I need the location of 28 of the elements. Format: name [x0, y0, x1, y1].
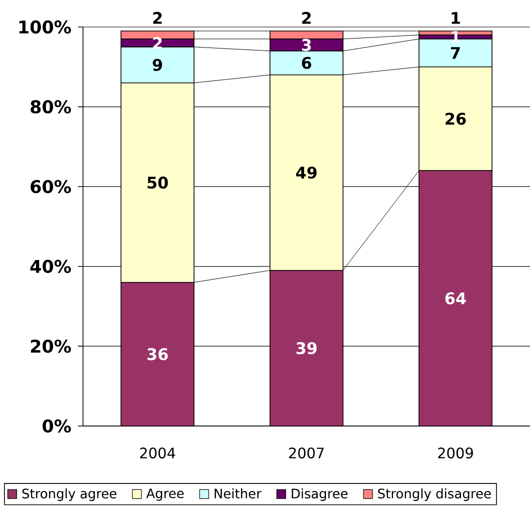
data-label: 9 [152, 58, 162, 71]
legend-label: Neither [214, 488, 262, 498]
data-label: 2 [153, 37, 162, 49]
data-label: 26 [446, 112, 466, 125]
data-label: 2 [302, 12, 311, 24]
data-label: 49 [296, 166, 317, 179]
data-label: 1 [452, 12, 460, 24]
data-label: 39 [296, 342, 317, 354]
data-label: 6 [302, 56, 312, 69]
y-tick-label: 0% [42, 419, 71, 433]
data-label: 2 [153, 12, 162, 24]
x-tick-label: 2009 [438, 448, 473, 458]
legend-label: Strongly agree [22, 488, 116, 501]
data-label: 64 [445, 292, 466, 304]
data-label: 3 [302, 38, 311, 52]
data-label: 36 [147, 348, 168, 360]
y-tick-label: 80% [30, 100, 71, 114]
legend-label: Disagree [292, 488, 348, 501]
x-tick-label: 2004 [140, 448, 176, 458]
data-label: 7 [451, 47, 460, 59]
data-label: 50 [148, 176, 168, 189]
y-tick-label: 40% [30, 260, 71, 274]
y-tick-label: 60% [30, 180, 71, 194]
y-tick-label: 100% [19, 20, 71, 34]
legend-label: Agree [146, 488, 184, 501]
y-tick-label: 20% [30, 340, 71, 353]
x-tick-label: 2007 [289, 448, 324, 458]
legend-label: Strongly disagree [378, 488, 491, 501]
